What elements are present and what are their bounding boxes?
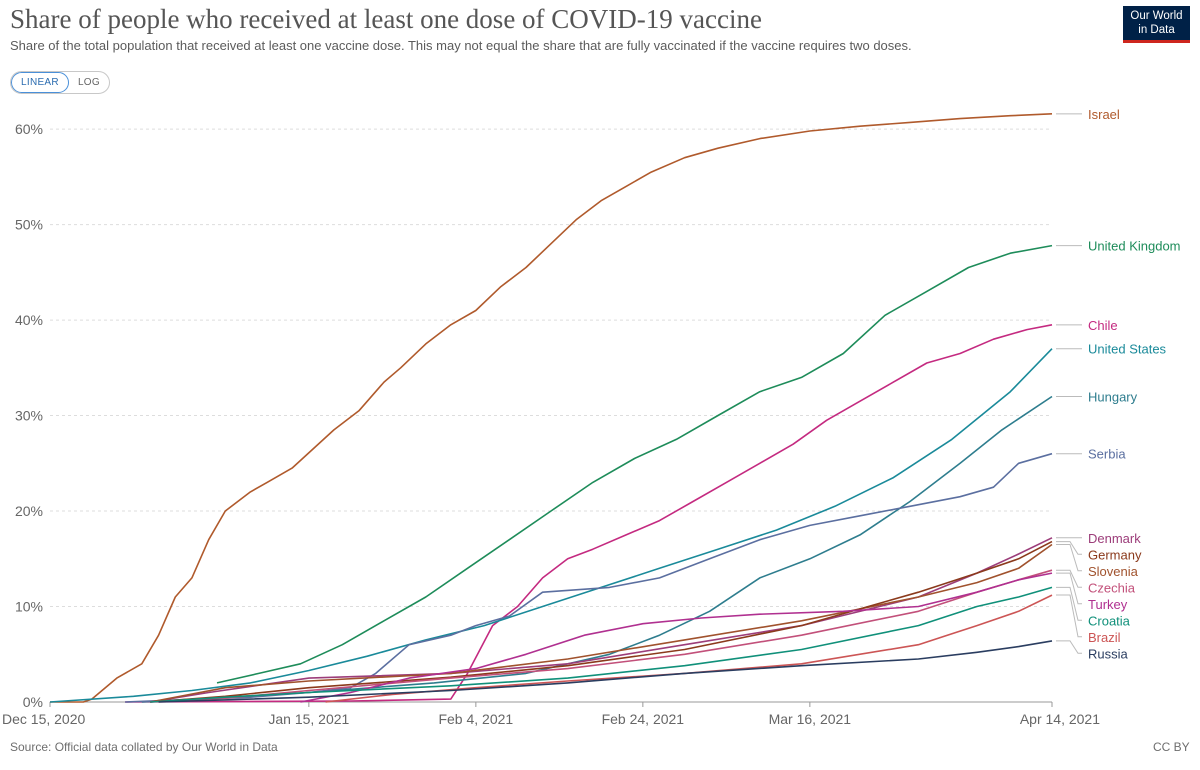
series-label-israel: Israel (1088, 107, 1120, 122)
series-label-croatia: Croatia (1088, 613, 1131, 628)
y-tick-label: 40% (15, 312, 43, 328)
series-label-russia: Russia (1088, 646, 1129, 661)
license-link[interactable]: CC BY (1153, 740, 1190, 754)
series-line-germany (150, 540, 1053, 703)
x-tick-label: Jan 15, 2021 (268, 711, 349, 727)
label-connector (1056, 640, 1082, 654)
label-connector (1056, 586, 1082, 621)
series-label-serbia: Serbia (1088, 447, 1126, 462)
y-tick-label: 50% (15, 217, 43, 233)
series-line-serbia (125, 452, 1053, 703)
label-connector (1056, 572, 1082, 605)
label-connector (1056, 543, 1082, 572)
label-connector (1056, 541, 1082, 555)
series-line-turkey (300, 572, 1053, 703)
y-tick-label: 10% (15, 599, 43, 615)
linear-scale-button[interactable]: LINEAR (11, 72, 69, 93)
log-scale-button[interactable]: LOG (77, 77, 100, 88)
series-line-united-kingdom (216, 244, 1053, 684)
label-connector (1056, 594, 1082, 638)
chart-subtitle: Share of the total population that recei… (10, 38, 912, 53)
chart-title: Share of people who received at least on… (10, 4, 762, 34)
logo-line-1: Our World (1130, 10, 1183, 22)
series-label-denmark: Denmark (1088, 531, 1141, 546)
series-line-russia (158, 640, 1053, 703)
y-tick-label: 20% (15, 503, 43, 519)
logo-line-2: in Data (1138, 24, 1175, 36)
series-line-israel (50, 113, 1053, 703)
series-line-croatia (150, 586, 1053, 703)
owid-logo[interactable]: Our World in Data (1123, 6, 1190, 43)
x-tick-label: Dec 15, 2020 (2, 711, 85, 727)
y-tick-label: 60% (15, 121, 43, 137)
series-label-germany: Germany (1088, 547, 1142, 562)
x-tick-label: Apr 14, 2021 (1020, 711, 1100, 727)
series-line-chile (125, 324, 1053, 703)
series-label-chile: Chile (1088, 318, 1118, 333)
y-tick-label: 30% (15, 408, 43, 424)
series-line-denmark (150, 537, 1053, 703)
x-tick-label: Feb 24, 2021 (602, 711, 685, 727)
label-connector (1056, 569, 1082, 588)
series-label-czechia: Czechia (1088, 580, 1136, 595)
y-tick-label: 0% (23, 694, 43, 710)
series-label-united-states: United States (1088, 342, 1167, 357)
series-line-united-states (49, 348, 1053, 703)
x-tick-label: Feb 4, 2021 (438, 711, 513, 727)
source-note: Source: Official data collated by Our Wo… (10, 740, 278, 754)
series-line-slovenia (150, 543, 1053, 703)
x-tick-label: Mar 16, 2021 (769, 711, 852, 727)
series-label-united-kingdom: United Kingdom (1088, 239, 1181, 254)
series-line-hungary (141, 395, 1053, 703)
series-label-brazil: Brazil (1088, 630, 1121, 645)
series-label-turkey: Turkey (1088, 597, 1128, 612)
series-label-hungary: Hungary (1088, 389, 1138, 404)
series-label-slovenia: Slovenia (1088, 564, 1139, 579)
scale-toggle: LINEAR LOG (10, 71, 110, 94)
